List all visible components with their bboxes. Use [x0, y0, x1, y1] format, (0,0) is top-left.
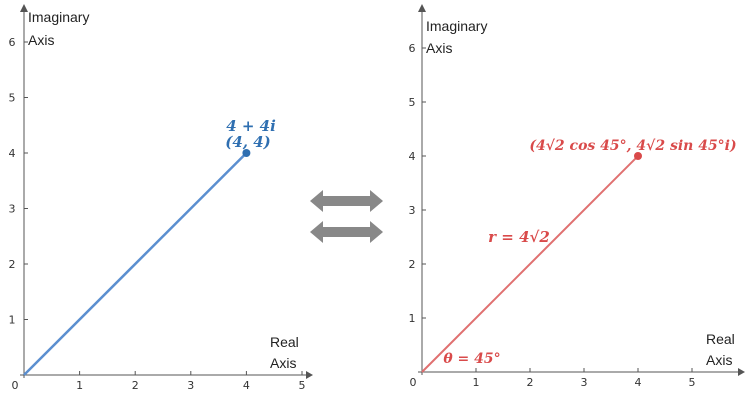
left-y-tick-label: 2 [9, 258, 16, 271]
left-x-axis-title-line1: Real [270, 334, 299, 350]
right-y-tick-label: 4 [409, 150, 416, 163]
right-x-tick-label: 5 [689, 376, 696, 389]
left-point-label-complex: 4 + 4i [226, 117, 276, 135]
right-x-axis-title-line1: Real [706, 331, 735, 347]
right-plot: 1 2 3 4 5 0 1 2 3 4 5 6 Imaginary Axis R… [409, 4, 745, 389]
right-y-axis-title-line2: Axis [426, 40, 452, 56]
left-x-tick-label: 5 [299, 379, 306, 392]
right-origin-label: 0 [410, 376, 417, 389]
left-y-tick-label: 1 [9, 314, 16, 327]
right-point-label: (4√2 cos 45°, 4√2 sin 45°i) [529, 138, 736, 154]
right-y-ticks: 1 2 3 4 5 6 [409, 42, 426, 325]
right-x-axis-title-line2: Axis [706, 352, 732, 368]
right-x-tick-label: 1 [473, 376, 480, 389]
left-y-ticks: 1 2 3 4 5 6 [9, 36, 28, 327]
left-origin-label: 0 [12, 379, 19, 392]
left-point [242, 149, 251, 157]
right-y-tick-label: 6 [409, 42, 416, 55]
radius-label: r = 4√2 [488, 228, 550, 246]
left-y-tick-label: 5 [9, 92, 16, 105]
angle-label: θ = 45° [443, 351, 500, 367]
double-arrow-bottom [310, 221, 383, 243]
left-y-tick-label: 3 [9, 203, 16, 216]
left-x-tick-label: 2 [132, 379, 139, 392]
left-y-tick-label: 4 [9, 147, 16, 160]
left-x-tick-label: 4 [243, 379, 250, 392]
right-vector-line [421, 155, 639, 373]
left-x-tick-label: 1 [76, 379, 83, 392]
right-x-ticks: 1 2 3 4 5 [473, 368, 696, 389]
right-y-axis-title-line1: Imaginary [426, 18, 487, 34]
double-arrow-top [310, 190, 383, 212]
right-y-tick-label: 3 [409, 204, 416, 217]
left-point-label-coords: (4, 4) [225, 133, 271, 151]
left-plot: 1 2 3 4 5 0 1 2 3 4 5 6 Imaginary Axis R… [9, 4, 313, 392]
right-x-tick-label: 4 [635, 376, 642, 389]
left-vector-line [23, 152, 248, 376]
right-x-axis-arrow [738, 368, 745, 376]
left-y-axis-title-line1: Imaginary [28, 9, 89, 25]
left-x-tick-label: 3 [187, 379, 194, 392]
right-y-tick-label: 1 [409, 312, 416, 325]
left-y-tick-label: 6 [9, 36, 16, 49]
right-point [634, 152, 642, 160]
right-x-tick-label: 3 [581, 376, 588, 389]
left-y-axis-title-line2: Axis [28, 32, 54, 48]
left-y-axis-arrow [20, 4, 28, 12]
double-arrow-icon [310, 190, 383, 243]
right-y-axis-arrow [418, 4, 426, 12]
left-x-axis-title-line2: Axis [270, 355, 296, 371]
right-y-tick-label: 5 [409, 96, 416, 109]
left-x-ticks: 1 2 3 4 5 [76, 371, 306, 392]
left-x-axis-arrow [306, 371, 313, 379]
right-x-tick-label: 2 [527, 376, 534, 389]
right-y-tick-label: 2 [409, 258, 416, 271]
